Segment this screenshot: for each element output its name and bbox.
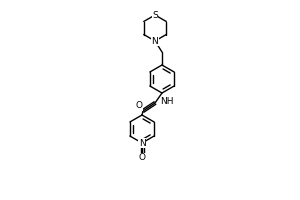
Text: N: N bbox=[139, 138, 145, 148]
Text: O: O bbox=[139, 154, 145, 162]
Text: N: N bbox=[152, 36, 158, 46]
Text: S: S bbox=[152, 10, 158, 20]
Text: O: O bbox=[136, 102, 142, 110]
Text: NH: NH bbox=[160, 98, 173, 106]
